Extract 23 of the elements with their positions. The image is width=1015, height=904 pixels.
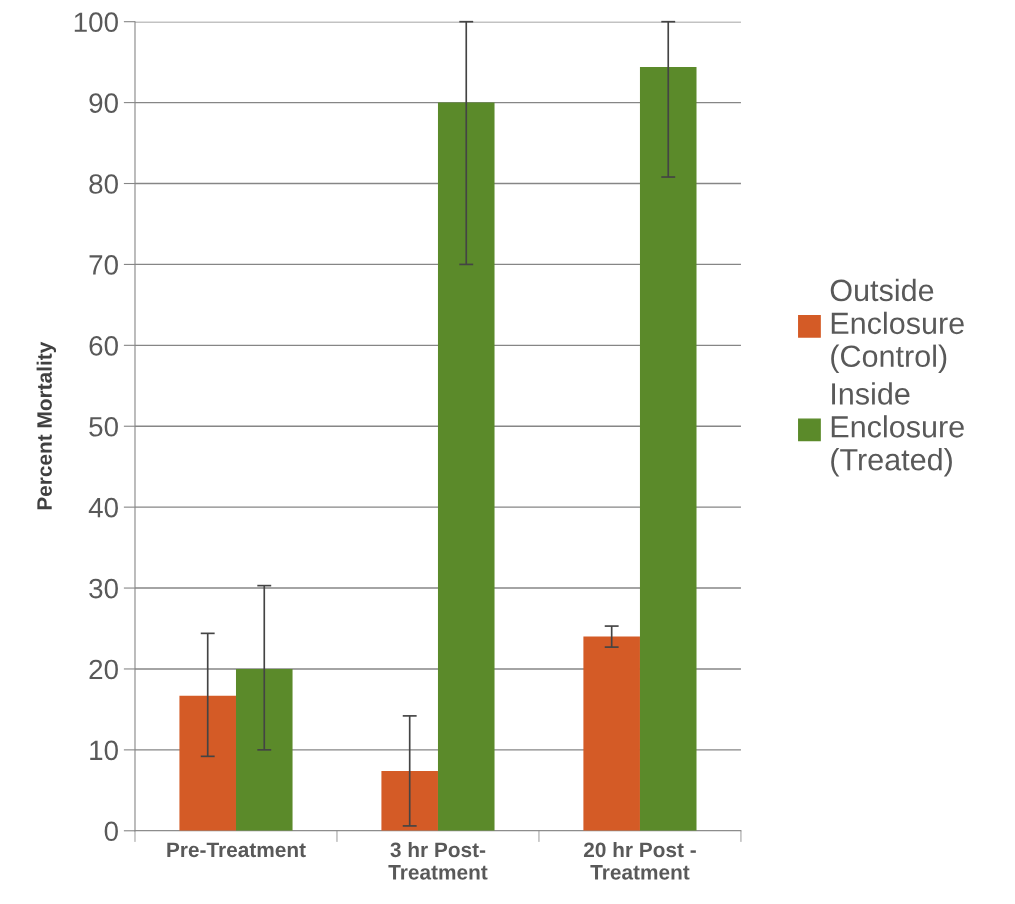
y-tick-label: 40 bbox=[88, 497, 118, 518]
bar bbox=[583, 636, 640, 831]
y-tick-label: 50 bbox=[89, 416, 118, 437]
y-tick-label: 70 bbox=[89, 255, 118, 275]
bar bbox=[235, 668, 293, 831]
bar bbox=[639, 67, 697, 831]
bar bbox=[437, 102, 495, 831]
y-tick-label: 0 bbox=[104, 821, 118, 842]
y-tick-label: 30 bbox=[89, 578, 118, 599]
y-tick-label: 90 bbox=[89, 93, 118, 113]
y-tick-label: 10 bbox=[90, 740, 118, 761]
bar bbox=[179, 695, 236, 831]
y-tick-label: 60 bbox=[89, 336, 118, 356]
bar bbox=[381, 770, 438, 831]
y-tick-label: 80 bbox=[89, 174, 118, 194]
legend-label: Inside Enclosure (Treated) bbox=[831, 382, 964, 477]
x-tick-label: 3 hr Post- Treatment bbox=[388, 841, 488, 880]
x-tick-label: Pre-Treatment bbox=[167, 842, 306, 858]
x-tick-label: 20 hr Post - Treatment bbox=[583, 841, 696, 880]
legend-label: Outside Enclosure (Control) bbox=[830, 278, 964, 374]
y-tick-label: 100 bbox=[74, 12, 118, 33]
y-tick-label: 20 bbox=[89, 659, 118, 680]
y-axis-title: Percent Mortality bbox=[36, 341, 57, 510]
